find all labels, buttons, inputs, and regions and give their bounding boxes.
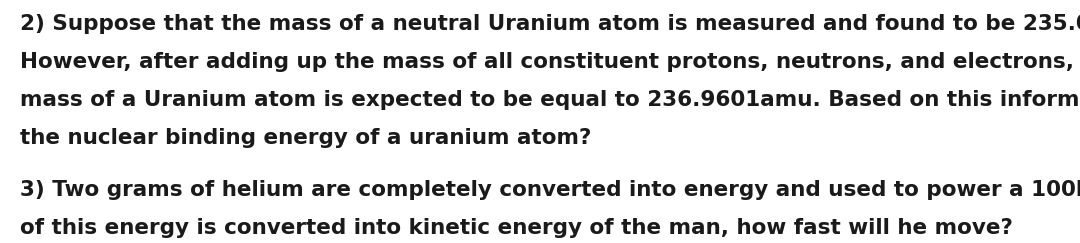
Text: of this energy is converted into kinetic energy of the man, how fast will he mov: of this energy is converted into kinetic… [21, 218, 1013, 238]
Text: the nuclear binding energy of a uranium atom?: the nuclear binding energy of a uranium … [21, 128, 592, 148]
Text: However, after adding up the mass of all constituent protons, neutrons, and elec: However, after adding up the mass of all… [21, 52, 1080, 72]
Text: 2) Suppose that the mass of a neutral Uranium atom is measured and found to be 2: 2) Suppose that the mass of a neutral Ur… [21, 14, 1080, 34]
Text: mass of a Uranium atom is expected to be equal to 236.9601amu. Based on this inf: mass of a Uranium atom is expected to be… [21, 90, 1080, 110]
Text: 3) Two grams of helium are completely converted into energy and used to power a : 3) Two grams of helium are completely co… [21, 180, 1080, 200]
